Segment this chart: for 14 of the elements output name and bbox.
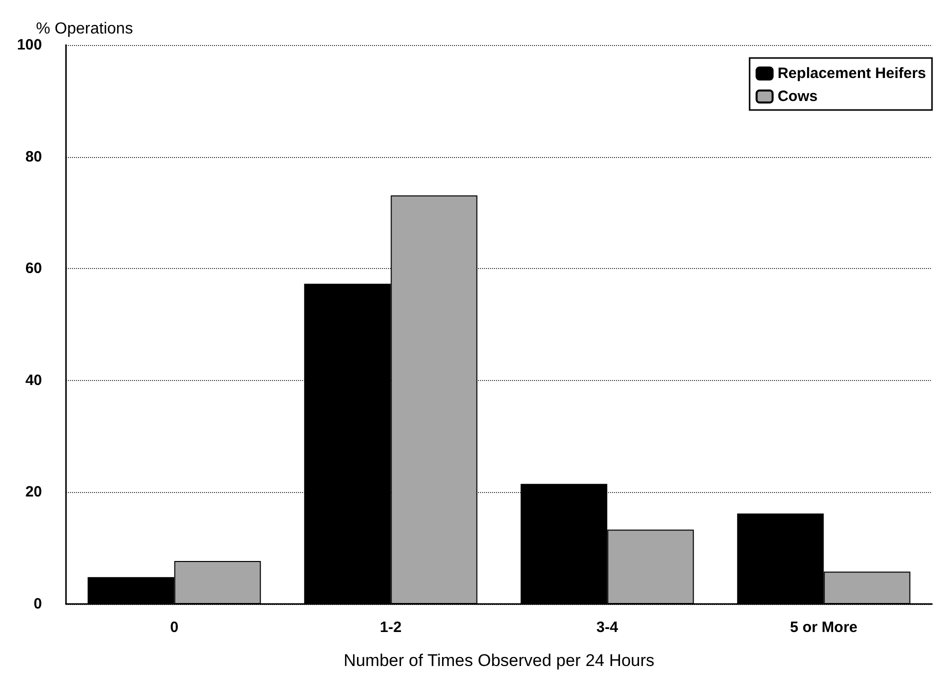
y-tick-label: 40 bbox=[25, 372, 42, 389]
x-tick-label: 0 bbox=[170, 619, 178, 636]
y-tick-label: 100 bbox=[16, 36, 42, 54]
x-tick-label: 3-4 bbox=[596, 619, 619, 636]
y-axis-title: % Operations bbox=[36, 20, 133, 38]
y-tick-label: 80 bbox=[25, 148, 42, 166]
y-tick-label: 0 bbox=[34, 596, 42, 612]
legend-label: Replacement Heifers bbox=[778, 65, 926, 82]
x-axis-title: Number of Times Observed per 24 Hours bbox=[344, 651, 654, 670]
x-tick-label: 5 or More bbox=[790, 619, 858, 636]
x-tick-label: 1-2 bbox=[380, 619, 402, 636]
y-tick-label: 60 bbox=[25, 260, 42, 278]
y-tick-label: 20 bbox=[25, 484, 42, 501]
legend-label: Cows bbox=[778, 88, 818, 105]
